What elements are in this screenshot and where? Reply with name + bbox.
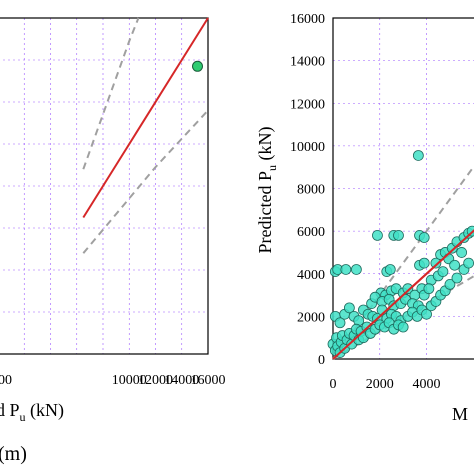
right-data-point <box>340 264 352 275</box>
right-data-point <box>402 283 414 295</box>
right-x-axis-label: M <box>452 404 468 424</box>
right-data-point <box>430 257 442 269</box>
right-plot-frame <box>332 17 474 360</box>
right-y-tick-label: 2000 <box>297 310 325 325</box>
right-data-point <box>412 150 424 161</box>
right-y-tick-label: 8000 <box>297 183 325 198</box>
right-data-point <box>350 264 362 275</box>
left-x-axis-label-main: d P <box>0 400 20 420</box>
left-points <box>192 60 203 72</box>
left-x-axis-label-unit: (kN) <box>26 400 65 421</box>
right-y-tick-label: 6000 <box>297 225 325 240</box>
left-bound-dashed-line <box>82 17 140 170</box>
left-x-axis-label: d Pu (kN) <box>0 400 64 424</box>
left-x-tick-label: 16000 <box>191 373 226 388</box>
left-panel-caption: (m) <box>0 443 27 465</box>
right-x-tick-labels: 0 2000 4000 <box>330 377 441 392</box>
right-y-axis-label-unit: (kN) <box>255 127 276 166</box>
left-lines <box>82 17 209 254</box>
left-data-point <box>192 60 203 72</box>
right-y-tick-labels: 0 2000 4000 6000 8000 10000 12000 14000 16000 <box>290 12 325 368</box>
right-data-point <box>393 229 404 241</box>
right-data-point <box>451 272 463 284</box>
right-x-tick-label: 0 <box>330 377 337 392</box>
right-data-point <box>397 321 409 333</box>
right-identity-line-overlay <box>332 229 474 360</box>
right-data-point <box>466 225 474 237</box>
left-identity-line <box>82 17 209 219</box>
right-data-point <box>418 232 430 243</box>
right-y-tick-label: 0 <box>318 353 325 368</box>
right-data-point <box>437 266 449 278</box>
right-points <box>327 150 474 360</box>
right-data-point <box>423 283 435 295</box>
right-y-tick-label: 12000 <box>290 97 325 112</box>
left-x-tick-label: 14000 <box>164 373 199 388</box>
right-data-point <box>421 308 432 320</box>
right-data-point <box>456 247 468 258</box>
right-y-tick-label: 14000 <box>290 55 325 70</box>
right-y-tick-label: 10000 <box>290 140 325 155</box>
right-data-point <box>384 264 396 275</box>
left-x-partial-tick-label: 00 <box>0 373 12 388</box>
right-data-point <box>372 229 383 241</box>
left-plot-frame <box>0 17 209 355</box>
right-data-point <box>418 257 430 269</box>
right-y-tick-label: 16000 <box>290 12 325 27</box>
right-data-point <box>343 302 355 314</box>
right-y-tick-label: 4000 <box>297 268 325 283</box>
right-data-point <box>449 259 461 271</box>
left-x-tick-label: 12000 <box>138 373 173 388</box>
right-x-tick-label: 4000 <box>413 377 441 392</box>
left-grid <box>0 18 208 354</box>
right-panel: 0 2000 4000 6000 8000 10000 12000 14000 16000 0 2… <box>255 12 474 424</box>
left-x-tick-label: 10000 <box>112 373 147 388</box>
right-y-axis-label-main: Predicted P <box>255 171 275 254</box>
right-y-axis-label: Predicted Pu (kN) <box>255 127 279 254</box>
right-y-axis-label-subscript: u <box>265 165 279 171</box>
left-bound-dashed-line <box>82 109 209 254</box>
right-x-tick-label: 2000 <box>366 377 394 392</box>
right-data-point <box>334 317 346 329</box>
left-x-axis-label-subscript: u <box>20 410 26 424</box>
right-data-point <box>444 279 456 290</box>
right-data-point <box>463 257 474 269</box>
